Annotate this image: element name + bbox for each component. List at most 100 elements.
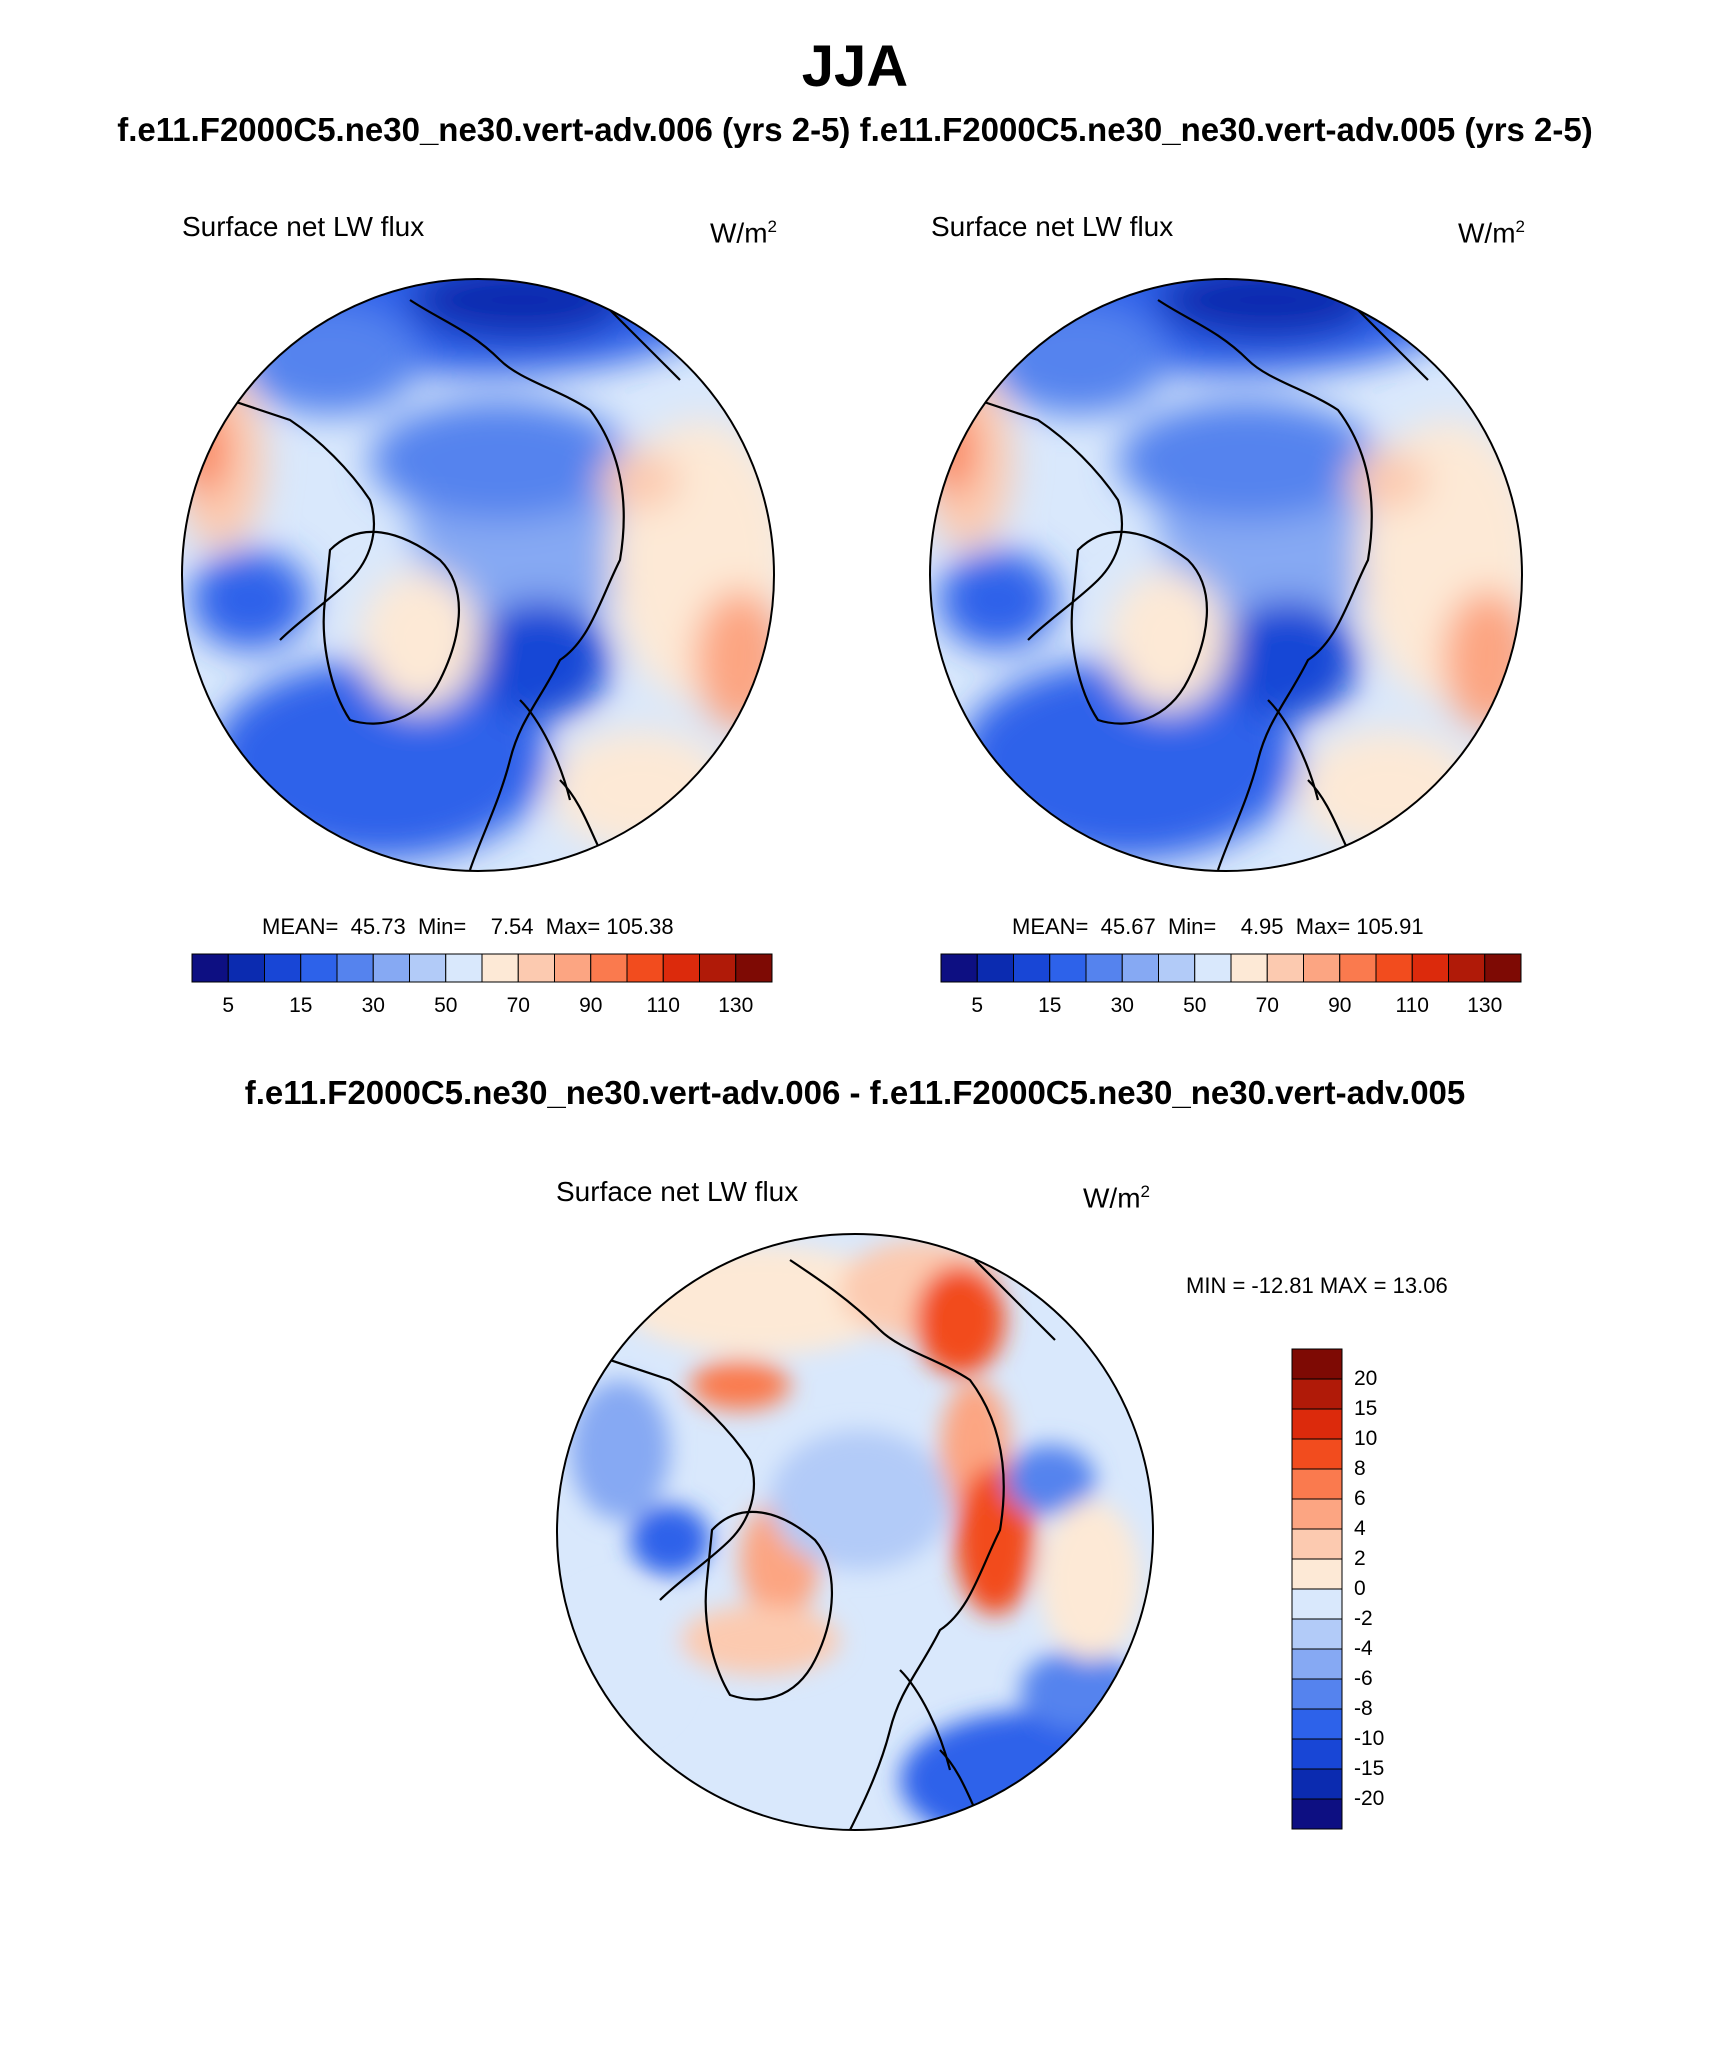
diff-colorbar-tick-label: -8 xyxy=(1354,1697,1373,1720)
diff-field-siberia-max xyxy=(915,1265,1005,1375)
diff-colorbar-box-2 xyxy=(1291,1408,1343,1440)
diff-colorbar-box-8 xyxy=(1291,1588,1343,1620)
panel2-colorbar-tick-label: 130 xyxy=(1467,994,1503,1017)
panel2-colorbar-box-12 xyxy=(1375,953,1413,983)
panel1-stats: MEAN= 45.73 Min= 7.54 Max= 105.38 xyxy=(262,914,674,939)
diff-colorbar-box-4 xyxy=(1291,1468,1343,1500)
panel2-colorbar-tick-label: 50 xyxy=(1183,994,1207,1017)
panel1-colorbar-box-7 xyxy=(445,953,483,983)
panel1-colorbar-tick-label: 5 xyxy=(222,994,235,1017)
diff-colorbar-box-6 xyxy=(1291,1528,1343,1560)
diff-coastlines xyxy=(579,1259,1056,1830)
diff-colorbar-box-3 xyxy=(1291,1438,1343,1470)
diff-colorbar-tick-label: 2 xyxy=(1354,1547,1366,1570)
panel1-coastlines xyxy=(199,299,681,871)
diff-colorbar-tick-label: -10 xyxy=(1354,1727,1385,1750)
panel1-colorbar-box-15 xyxy=(735,953,773,983)
diff-colorbar-tick-label: -15 xyxy=(1354,1757,1385,1780)
difference-title: f.e11.F2000C5.ne30_ne30.vert-adv.006 - f… xyxy=(244,1074,1466,1111)
panel2-colorbar-box-10 xyxy=(1303,953,1341,983)
diff-colorbar-tick-label: -20 xyxy=(1354,1787,1385,1810)
diff-colorbar-tick-label: -2 xyxy=(1354,1607,1373,1630)
panel1-colorbar-tick-label: 70 xyxy=(506,994,530,1017)
diff-colorbar-box-9 xyxy=(1291,1618,1343,1650)
diff-colorbar-tick-label: 6 xyxy=(1354,1487,1366,1510)
season-title: JJA xyxy=(801,34,909,99)
panel2-colorbar xyxy=(940,953,1522,983)
diff-stats: MIN = -12.81 MAX = 13.06 xyxy=(1186,1273,1448,1298)
panel2-stats: MEAN= 45.67 Min= 4.95 Max= 105.91 xyxy=(1012,914,1424,939)
diff-colorbar-box-13 xyxy=(1291,1738,1343,1770)
panel2-colorbar-box-1 xyxy=(976,953,1014,983)
diff-colorbar-box-5 xyxy=(1291,1498,1343,1530)
diff-colorbar-tick-label: 20 xyxy=(1354,1367,1378,1390)
panel1-colorbar-box-5 xyxy=(372,953,410,983)
panel1-colorbar-box-1 xyxy=(227,953,265,983)
diff-colorbar xyxy=(1291,1348,1343,1830)
diff-field-north-atlantic xyxy=(900,1710,1153,1830)
panel1-colorbar-box-8 xyxy=(481,953,519,983)
diff-units: W/m2 xyxy=(1083,1182,1150,1214)
panel2-field-greenland xyxy=(1108,570,1228,710)
panel1-colorbar-tick-label: 30 xyxy=(361,994,385,1017)
diff-colorbar-box-15 xyxy=(1291,1798,1343,1830)
panel2-colorbar-tick-label: 30 xyxy=(1110,994,1134,1017)
panel1-colorbar-box-2 xyxy=(264,953,302,983)
panel2-colorbar-box-11 xyxy=(1339,953,1377,983)
panel1-colorbar-box-9 xyxy=(517,953,555,983)
diff-colorbar-ticks: 20 15 10 8 6 4 2 0 -2 -4 -6 -8 -10 -15 -20 xyxy=(1354,1348,1434,1830)
panel1-field-greenland xyxy=(360,570,480,710)
panel1-colorbar-box-14 xyxy=(699,953,737,983)
panel1-colorbar-box-0 xyxy=(191,953,229,983)
panel1-colorbar-box-6 xyxy=(409,953,447,983)
diff-colorbar-tick-label: 10 xyxy=(1354,1427,1378,1450)
panel2-colorbar-box-14 xyxy=(1448,953,1486,983)
panel2-colorbar-box-8 xyxy=(1230,953,1268,983)
panel1-variable-label: Surface net LW flux xyxy=(182,211,425,242)
diff-colorbar-box-7 xyxy=(1291,1558,1343,1590)
diff-colorbar-tick-label: 0 xyxy=(1354,1577,1366,1600)
panel2-colorbar-box-3 xyxy=(1049,953,1087,983)
panel1-colorbar xyxy=(191,953,773,983)
panel1-colorbar-box-4 xyxy=(336,953,374,983)
diff-colorbar-box-12 xyxy=(1291,1708,1343,1740)
diff-colorbar-tick-label: -6 xyxy=(1354,1667,1373,1690)
panel1-colorbar-tick-label: 130 xyxy=(718,994,754,1017)
panel2-colorbar-ticks: 5 15 30 50 70 90 110 130 xyxy=(940,994,1522,1020)
panel1-colorbar-ticks: 5 15 30 50 70 90 110 130 xyxy=(191,994,773,1020)
diff-colorbar-box-0 xyxy=(1291,1348,1343,1380)
panel2-variable-label: Surface net LW flux xyxy=(931,211,1174,242)
diff-colorbar-box-10 xyxy=(1291,1648,1343,1680)
panel1-colorbar-tick-label: 50 xyxy=(434,994,458,1017)
panel1-units: W/m2 xyxy=(710,217,777,249)
panel2-colorbar-box-6 xyxy=(1158,953,1196,983)
panel2-colorbar-tick-label: 15 xyxy=(1038,994,1062,1017)
cases-title: f.e11.F2000C5.ne30_ne30.vert-adv.006 (yr… xyxy=(117,111,1593,148)
diff-colorbar-box-1 xyxy=(1291,1378,1343,1410)
diff-field-arctic-ocean xyxy=(770,1430,950,1570)
diff-colorbar-tick-label: -4 xyxy=(1354,1637,1373,1660)
panel1-colorbar-box-11 xyxy=(590,953,628,983)
panel2-colorbar-tick-label: 5 xyxy=(971,994,984,1017)
panel2-coastlines xyxy=(947,299,1429,871)
panel2-colorbar-tick-label: 70 xyxy=(1255,994,1279,1017)
panel2-colorbar-tick-label: 90 xyxy=(1328,994,1352,1017)
diff-variable-label: Surface net LW flux xyxy=(556,1176,799,1207)
panel2-colorbar-tick-label: 110 xyxy=(1395,994,1429,1017)
panel1-colorbar-box-13 xyxy=(662,953,700,983)
diff-colorbar-tick-label: 4 xyxy=(1354,1517,1366,1540)
panel1-colorbar-tick-label: 15 xyxy=(289,994,313,1017)
panel2-units: W/m2 xyxy=(1458,217,1525,249)
diff-colorbar-tick-label: 8 xyxy=(1354,1457,1366,1480)
panel2-colorbar-box-15 xyxy=(1484,953,1522,983)
diff-colorbar-box-14 xyxy=(1291,1768,1343,1800)
panel1-colorbar-box-12 xyxy=(626,953,664,983)
panel1-colorbar-tick-label: 90 xyxy=(579,994,603,1017)
diff-colorbar-box-11 xyxy=(1291,1678,1343,1710)
diff-colorbar-tick-label: 15 xyxy=(1354,1397,1378,1420)
panel1-colorbar-tick-label: 110 xyxy=(646,994,680,1017)
panel2-colorbar-box-5 xyxy=(1121,953,1159,983)
